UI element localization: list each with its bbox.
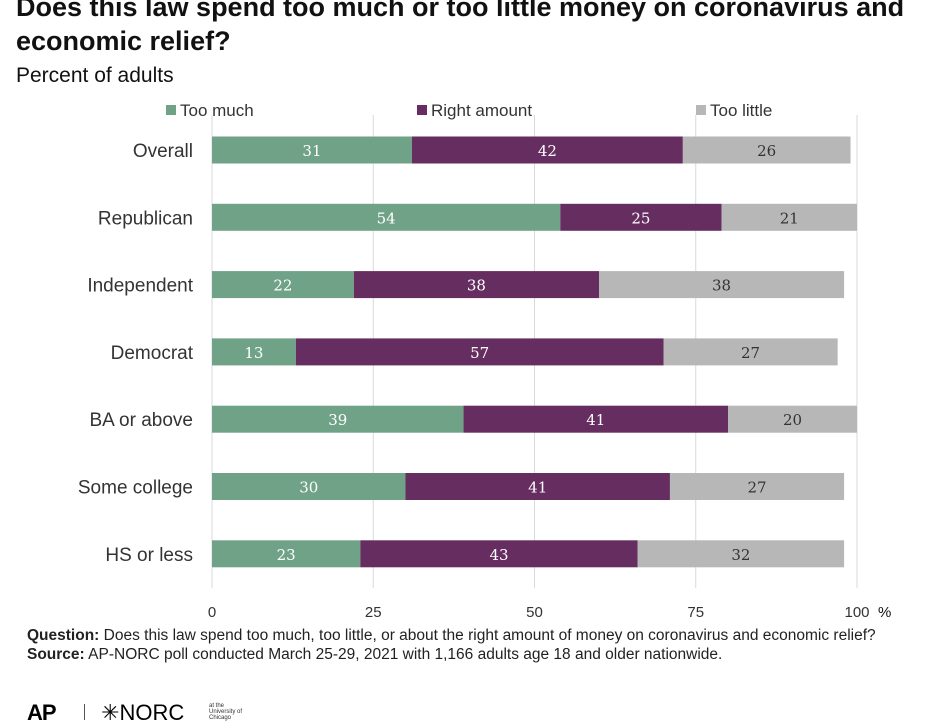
bar-0-0 (212, 136, 412, 164)
data-label-6-2: 32 (731, 546, 750, 564)
bar-3-0 (212, 338, 296, 366)
source-text: AP-NORC poll conducted March 25-29, 2021… (84, 646, 723, 663)
bar-5-0 (212, 473, 406, 500)
x-axis-unit: % (878, 604, 891, 621)
question-note: Question: Does this law spend too much, … (27, 626, 887, 645)
data-label-3-1: 57 (470, 344, 489, 362)
source-note: Source: AP-NORC poll conducted March 25-… (27, 645, 887, 664)
norc-logo-text: NORC (119, 700, 185, 725)
data-label-0-1: 42 (538, 142, 557, 160)
data-label-0-0: 31 (302, 142, 321, 160)
data-label-4-0: 39 (328, 411, 347, 429)
bar-0-2 (682, 136, 851, 164)
x-tick-label-3: 75 (687, 604, 704, 621)
data-label-1-2: 21 (780, 209, 799, 227)
data-label-1-0: 54 (377, 209, 396, 227)
data-label-3-2: 27 (741, 344, 760, 362)
legend-swatch-2 (696, 105, 706, 115)
data-label-0-2: 26 (757, 142, 776, 160)
data-label-2-1: 38 (467, 277, 486, 295)
bar-1-2 (721, 203, 857, 231)
data-label-6-0: 23 (277, 546, 296, 564)
norc-logo: ✳NORC (101, 700, 184, 726)
chart-subtitle: Percent of adults (16, 64, 174, 87)
bar-4-0 (212, 405, 464, 433)
bar-4-2 (728, 405, 857, 433)
bar-1-0 (212, 203, 561, 231)
bar-4-1 (463, 405, 728, 433)
category-label-2: Independent (87, 276, 193, 297)
x-tick-label-0: 0 (208, 604, 216, 621)
data-label-5-0: 30 (299, 479, 318, 497)
category-label-6: HS or less (105, 545, 193, 566)
data-label-5-1: 41 (528, 479, 547, 497)
x-tick-label-2: 50 (526, 604, 543, 621)
data-label-2-0: 22 (273, 277, 292, 295)
ap-logo: AP (27, 700, 57, 725)
bar-5-2 (669, 473, 845, 500)
bar-2-1 (353, 271, 599, 299)
bar-5-1 (405, 473, 670, 500)
legend-swatch-0 (166, 105, 176, 115)
data-label-1-1: 25 (631, 209, 650, 227)
legend-label-1: Right amount (431, 101, 532, 120)
question-label: Question: (27, 627, 100, 644)
bar-6-2 (637, 540, 845, 568)
bar-2-2 (599, 271, 845, 299)
bar-0-1 (411, 136, 683, 164)
legend-swatch-1 (417, 105, 427, 115)
stacked-bar-chart: Too much Right amount Too little 31 42 26 54 2… (78, 101, 892, 621)
legend-label-2: Too little (710, 101, 772, 120)
norc-subtitle: at the University of Chicago (209, 703, 243, 721)
legend-label-0: Too much (180, 101, 254, 120)
category-label-1: Republican (98, 208, 193, 229)
x-tick-label-1: 25 (365, 604, 382, 621)
category-label-3: Democrat (111, 343, 194, 364)
data-label-4-2: 20 (783, 411, 802, 429)
data-label-6-1: 43 (489, 546, 508, 564)
source-label: Source: (27, 646, 85, 663)
data-label-5-2: 27 (747, 479, 766, 497)
bar-1-1 (560, 203, 722, 231)
data-label-2-2: 38 (712, 277, 731, 295)
bar-3-1 (295, 338, 664, 366)
bars: 31 42 26 54 25 21 22 38 38 13 57 27 39 41 20 30 41 27 23 43… (212, 136, 857, 568)
footer-notes: Question: Does this law spend too much, … (27, 626, 887, 664)
data-label-3-0: 13 (244, 344, 263, 362)
chart-title: Does this law spend too much or too litt… (16, 0, 905, 56)
bar-6-0 (212, 540, 361, 568)
legend: Too much Right amount Too little (166, 101, 772, 120)
bar-6-1 (360, 540, 638, 568)
x-tick-label-4: 100 (844, 604, 869, 621)
category-labels: Overall Republican Independent Democrat BA o… (78, 141, 194, 566)
data-label-4-1: 41 (586, 411, 605, 429)
category-label-4: BA or above (89, 410, 193, 431)
x-axis-ticks: 0 25 50 75 100% (208, 604, 892, 621)
logo-divider (84, 704, 85, 720)
norc-star-icon: ✳ (101, 700, 120, 725)
category-label-0: Overall (133, 141, 193, 162)
category-label-5: Some college (78, 478, 193, 499)
bar-3-2 (663, 338, 838, 366)
bar-2-0 (212, 271, 354, 299)
question-text: Does this law spend too much, too little… (99, 627, 876, 644)
